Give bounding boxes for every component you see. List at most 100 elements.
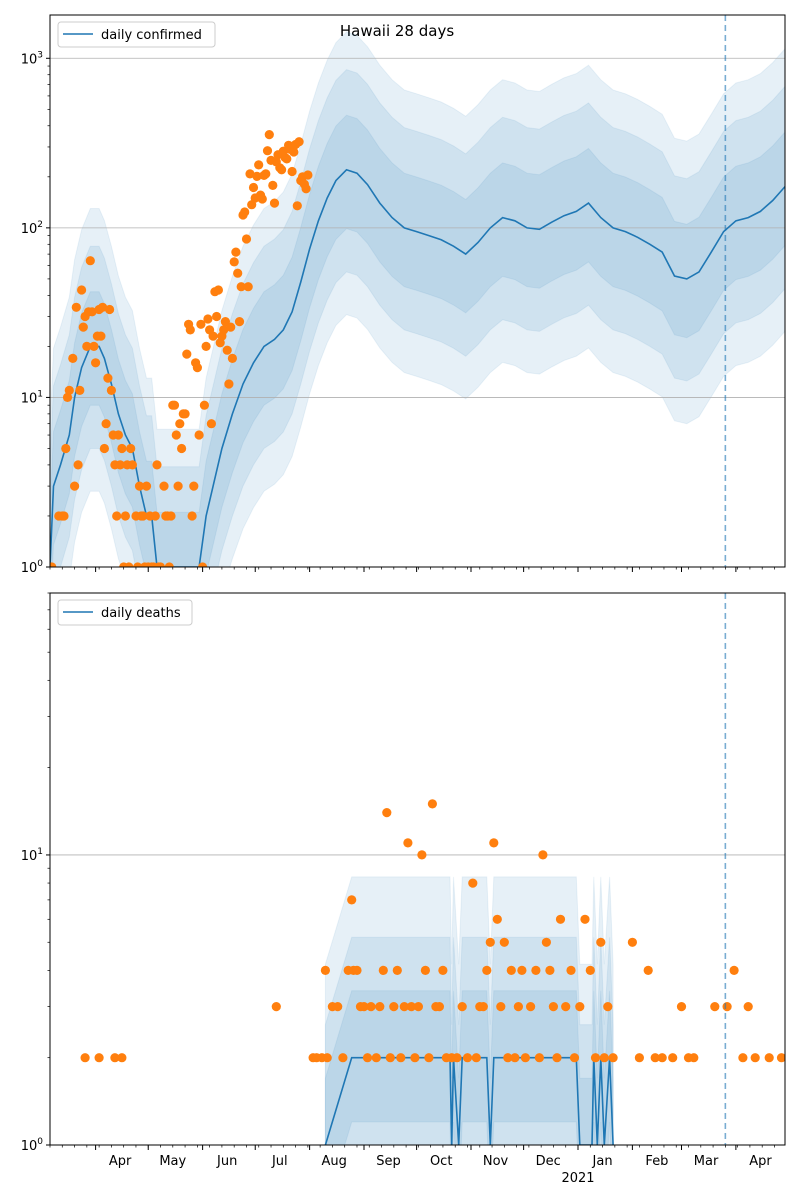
confirmed-ytick-label-2: 102 bbox=[21, 220, 43, 237]
deaths-point-27 bbox=[392, 965, 402, 976]
confirmed-point-78 bbox=[196, 319, 206, 329]
confirmed-point-116 bbox=[262, 146, 273, 156]
deaths-point-74 bbox=[575, 1002, 585, 1012]
deaths-point-2 bbox=[110, 1053, 120, 1063]
deaths-point-25 bbox=[385, 1053, 395, 1063]
confirmed-point-0 bbox=[50, 562, 57, 567]
confirmed-point-27 bbox=[103, 373, 113, 383]
deaths-point-86 bbox=[657, 1053, 667, 1063]
confirmed-line bbox=[50, 168, 785, 567]
confirmed-point-48 bbox=[141, 481, 152, 491]
confirmed-point-113 bbox=[257, 194, 267, 204]
confirmed-point-77 bbox=[194, 430, 204, 440]
confirmed-point-94 bbox=[224, 379, 234, 389]
deaths-point-57 bbox=[506, 965, 516, 976]
deaths-point-30 bbox=[403, 838, 413, 848]
deaths-line bbox=[324, 1056, 614, 1145]
confirmed-point-81 bbox=[201, 341, 211, 351]
confirmed-point-33 bbox=[113, 430, 123, 440]
confirmed-ytick-label-1: 101 bbox=[21, 389, 43, 406]
confirmed-point-25 bbox=[99, 443, 109, 454]
confirmed-point-72 bbox=[185, 325, 195, 335]
confirmed-point-70 bbox=[182, 349, 192, 359]
deaths-ytick-base-0: 10 bbox=[21, 1139, 38, 1154]
confirmed-point-4 bbox=[61, 443, 71, 454]
confirmed-point-8 bbox=[70, 481, 80, 491]
confirmed-point-97 bbox=[229, 257, 239, 267]
confirmed-point-69 bbox=[180, 409, 190, 419]
confirmed-point-65 bbox=[173, 481, 183, 491]
deaths-legend-label: daily deaths bbox=[101, 606, 181, 621]
confirmed-point-104 bbox=[241, 234, 252, 244]
deaths-band-1 bbox=[324, 990, 614, 1145]
deaths-point-40 bbox=[438, 965, 448, 976]
confirmed-point-54 bbox=[152, 460, 162, 470]
confirmed-x-axis bbox=[49, 567, 775, 572]
deaths-point-82 bbox=[627, 937, 638, 947]
deaths-point-69 bbox=[552, 1053, 562, 1063]
deaths-point-63 bbox=[531, 965, 541, 976]
deaths-point-98 bbox=[776, 1053, 785, 1063]
deaths-point-3 bbox=[117, 1053, 127, 1063]
confirmed-point-101 bbox=[236, 282, 246, 292]
deaths-point-95 bbox=[743, 1002, 753, 1012]
deaths-point-76 bbox=[585, 965, 595, 976]
confirmed-point-110 bbox=[252, 171, 262, 181]
deaths-point-26 bbox=[389, 1002, 399, 1012]
deaths-legend-box bbox=[57, 599, 193, 626]
confirmed-point-20 bbox=[91, 358, 101, 368]
confirmed-point-24 bbox=[98, 302, 108, 312]
confirmed-point-133 bbox=[292, 201, 302, 211]
deaths-point-90 bbox=[689, 1053, 699, 1063]
month-label-1: May bbox=[159, 1154, 186, 1169]
deaths-point-50 bbox=[482, 965, 492, 976]
deaths-point-72 bbox=[566, 965, 576, 976]
confirmed-point-61 bbox=[166, 511, 176, 521]
deaths-point-28 bbox=[396, 1053, 406, 1063]
confirmed-point-80 bbox=[199, 400, 209, 410]
confirmed-point-6 bbox=[64, 385, 74, 395]
confirmed-legend: daily confirmed bbox=[57, 21, 216, 48]
confirmed-ytick-exp-2: 2 bbox=[37, 220, 43, 230]
deaths-point-67 bbox=[545, 965, 555, 976]
confirmed-point-63 bbox=[169, 400, 180, 410]
deaths-point-52 bbox=[489, 838, 499, 848]
confirmed-ytick-exp-1: 1 bbox=[37, 389, 43, 399]
deaths-point-62 bbox=[526, 1002, 536, 1012]
month-label-8: Dec bbox=[536, 1154, 561, 1169]
deaths-point-33 bbox=[413, 1002, 423, 1012]
deaths-point-34 bbox=[417, 850, 427, 860]
deaths-ytick-base-1: 10 bbox=[21, 849, 38, 864]
confirmed-point-95 bbox=[226, 322, 236, 332]
deaths-point-44 bbox=[457, 1002, 467, 1012]
confirmed-point-15 bbox=[82, 341, 92, 351]
confirmed-point-111 bbox=[254, 160, 264, 170]
deaths-point-87 bbox=[668, 1053, 678, 1063]
deaths-point-23 bbox=[378, 965, 388, 976]
confirmed-point-98 bbox=[231, 247, 241, 257]
month-label-4: Aug bbox=[321, 1154, 346, 1169]
confirmed-point-85 bbox=[208, 331, 218, 341]
deaths-ytick-exp-1: 1 bbox=[37, 847, 43, 857]
month-label-12: Apr bbox=[749, 1154, 772, 1169]
confirmed-point-127 bbox=[282, 154, 292, 164]
confirmed-point-57 bbox=[159, 481, 169, 491]
deaths-point-12 bbox=[338, 1053, 348, 1063]
deaths-point-61 bbox=[520, 1053, 531, 1063]
deaths-point-79 bbox=[599, 1053, 609, 1063]
confirmed-point-34 bbox=[115, 460, 125, 470]
confirmed-point-82 bbox=[203, 314, 213, 324]
confirmed-point-44 bbox=[134, 481, 145, 491]
confirmed-point-73 bbox=[187, 511, 197, 521]
deaths-series bbox=[324, 1056, 614, 1145]
confirmed-point-100 bbox=[234, 317, 245, 327]
confirmed-point-87 bbox=[212, 311, 222, 322]
confirmed-series bbox=[50, 168, 785, 567]
confirmed-point-35 bbox=[117, 443, 127, 454]
confirmed-legend-label: daily confirmed bbox=[101, 28, 202, 43]
confirmed-point-106 bbox=[245, 169, 255, 179]
confirmed-band-3 bbox=[50, 31, 785, 567]
confirmed-point-66 bbox=[175, 419, 185, 429]
confirmed-ytick-label-3: 103 bbox=[21, 50, 43, 67]
